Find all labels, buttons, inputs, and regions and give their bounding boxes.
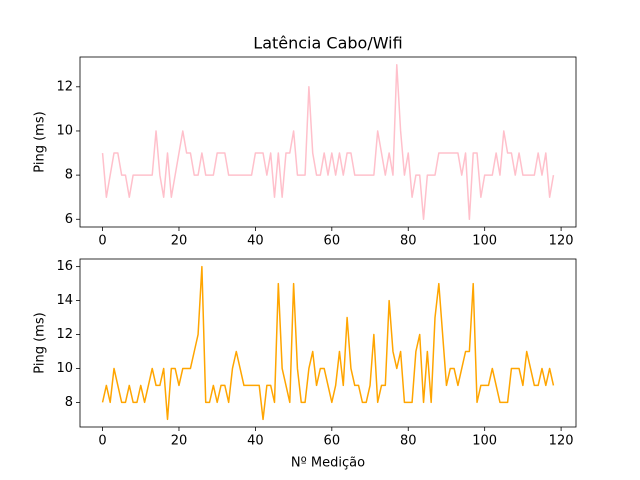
x-tick-label: 0 bbox=[98, 234, 106, 249]
x-tick-label: 60 bbox=[324, 234, 341, 249]
x-tick-label: 60 bbox=[324, 434, 341, 449]
data-line bbox=[101, 265, 555, 421]
x-tick-label: 20 bbox=[171, 234, 188, 249]
x-tick-label: 20 bbox=[171, 434, 188, 449]
y-tick-label: 12 bbox=[56, 327, 73, 342]
axes-frame bbox=[79, 56, 577, 228]
y-axis-label: Ping (ms) bbox=[33, 111, 48, 172]
y-tick-label: 12 bbox=[56, 79, 73, 94]
x-tick-label: 40 bbox=[247, 434, 264, 449]
y-tick-label: 6 bbox=[65, 212, 73, 227]
data-line bbox=[101, 63, 555, 221]
x-tick-label: 120 bbox=[549, 234, 574, 249]
y-tick-label: 10 bbox=[56, 123, 73, 138]
y-tick-label: 16 bbox=[56, 259, 73, 274]
x-tick-label: 40 bbox=[247, 234, 264, 249]
y-tick-label: 10 bbox=[56, 361, 73, 376]
y-axis-label: Ping (ms) bbox=[33, 312, 48, 373]
x-tick-label: 100 bbox=[472, 434, 497, 449]
x-axis-label: Nº Medição bbox=[291, 456, 365, 471]
x-tick-label: 100 bbox=[472, 234, 497, 249]
y-tick-label: 14 bbox=[56, 293, 73, 308]
x-tick-label: 0 bbox=[98, 434, 106, 449]
chart-title: Latência Cabo/Wifi bbox=[253, 34, 402, 53]
y-tick-label: 8 bbox=[65, 395, 73, 410]
y-tick-label: 8 bbox=[65, 168, 73, 183]
x-tick-label: 120 bbox=[549, 434, 574, 449]
x-tick-label: 80 bbox=[400, 434, 417, 449]
x-tick-label: 80 bbox=[400, 234, 417, 249]
axes-frame bbox=[79, 258, 577, 428]
